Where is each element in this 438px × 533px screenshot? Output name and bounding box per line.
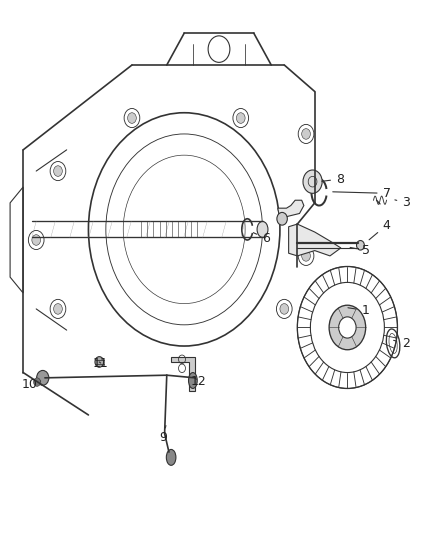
- Ellipse shape: [166, 449, 176, 465]
- Circle shape: [302, 128, 311, 139]
- Circle shape: [302, 251, 311, 261]
- Text: 10: 10: [22, 378, 41, 391]
- Circle shape: [329, 305, 366, 350]
- Circle shape: [34, 378, 41, 386]
- Text: 11: 11: [93, 357, 109, 369]
- Text: 8: 8: [322, 173, 344, 185]
- Circle shape: [53, 304, 62, 314]
- Text: 5: 5: [350, 244, 370, 257]
- Circle shape: [95, 357, 104, 367]
- Circle shape: [53, 166, 62, 176]
- Text: 12: 12: [190, 375, 206, 388]
- Text: 6: 6: [253, 232, 270, 245]
- Polygon shape: [171, 357, 195, 391]
- Text: 2: 2: [394, 337, 410, 350]
- Polygon shape: [278, 200, 304, 219]
- Text: 7: 7: [333, 187, 391, 200]
- Text: 4: 4: [369, 219, 391, 240]
- Circle shape: [127, 113, 136, 123]
- Text: 1: 1: [348, 304, 370, 317]
- Text: 3: 3: [395, 196, 410, 209]
- Ellipse shape: [188, 373, 197, 389]
- Polygon shape: [289, 224, 341, 256]
- Circle shape: [339, 317, 356, 338]
- Circle shape: [280, 304, 289, 314]
- Ellipse shape: [357, 240, 364, 250]
- Circle shape: [303, 170, 322, 193]
- Text: 9: 9: [159, 425, 167, 444]
- Circle shape: [32, 235, 41, 245]
- Ellipse shape: [257, 221, 268, 237]
- Circle shape: [277, 213, 287, 225]
- Circle shape: [237, 113, 245, 123]
- Circle shape: [37, 370, 49, 385]
